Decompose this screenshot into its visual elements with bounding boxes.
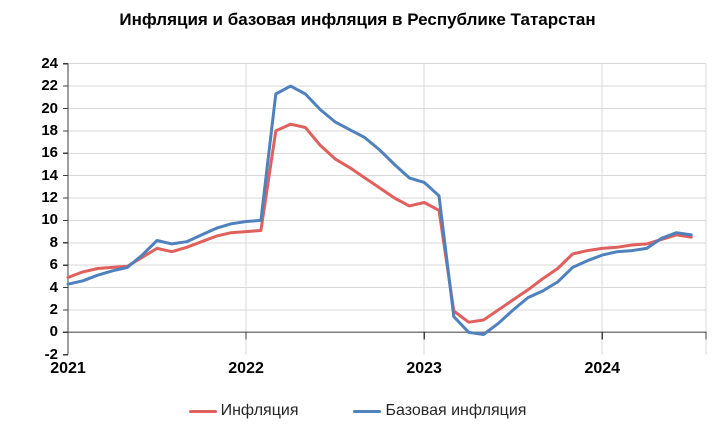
y-axis-tick-label: -2 (44, 345, 58, 363)
y-axis-tick-label: 14 (41, 166, 58, 184)
y-axis-tick-label: 12 (41, 189, 58, 207)
legend-label-core-inflation: Базовая инфляция (385, 402, 527, 419)
legend-item-core-inflation: Базовая инфляция (353, 402, 526, 420)
y-axis-tick-label: 2 (49, 300, 58, 318)
y-axis-tick-label: 18 (41, 121, 58, 139)
inflation-line-swatch (188, 409, 217, 413)
y-axis-tick-label: 20 (41, 99, 58, 117)
chart-legend: Инфляция Базовая инфляция (0, 402, 715, 420)
legend-item-inflation: Инфляция (188, 402, 299, 420)
chart-title: Инфляция и базовая инфляция в Республике… (119, 10, 596, 29)
x-axis-tick-label: 2023 (406, 360, 442, 377)
y-axis-tick-label: 8 (49, 233, 58, 251)
y-axis-tick-label: 24 (41, 54, 58, 72)
y-axis-tick-label: 6 (49, 256, 58, 274)
legend-label-inflation: Инфляция (220, 402, 299, 419)
x-axis-tick-label: 2024 (584, 360, 621, 377)
core-inflation-line (66, 84, 693, 336)
y-axis-tick-label: 22 (41, 77, 58, 95)
y-axis-tick-label: 0 (49, 323, 58, 341)
core-inflation-line-swatch (353, 409, 382, 413)
x-axis-tick-label: 2021 (50, 360, 86, 377)
inflation-line (66, 122, 693, 324)
x-axis-tick-label: 2022 (228, 360, 264, 377)
y-axis-tick-label: 10 (41, 211, 58, 229)
y-axis-tick-label: 16 (41, 144, 58, 162)
y-axis-tick-label: 4 (49, 278, 58, 296)
